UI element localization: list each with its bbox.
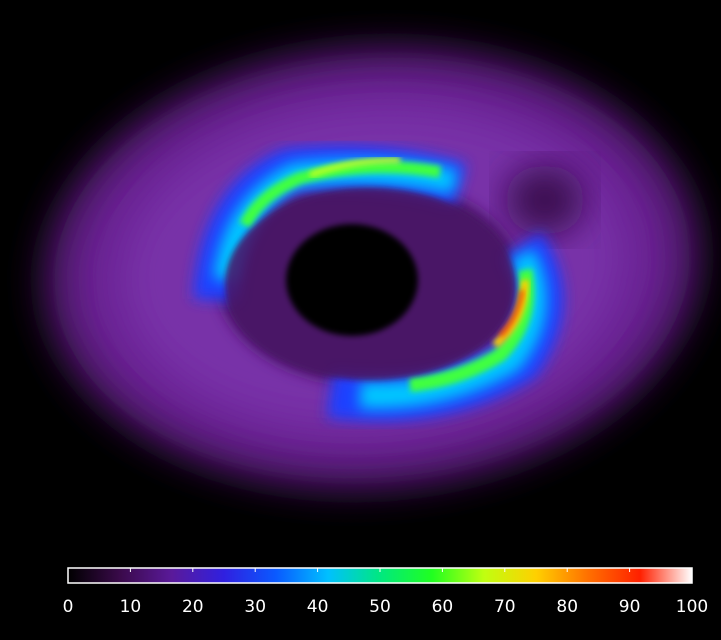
colorbar-tick-label: 80 [556,597,578,617]
colorbar-tick-label: 30 [244,597,266,617]
disk-image [42,45,702,491]
colorbar-tick-label: 90 [619,597,641,617]
colorbar-tick-label: 70 [494,597,516,617]
colorbar-tick-label: 10 [120,597,142,617]
colorbar-tick-label: 0 [63,597,74,617]
colorbar-tick-label: 40 [307,597,329,617]
colorbar-tick-label: 60 [432,597,454,617]
colorbar-tick-label: 100 [676,597,708,617]
colorbar-tick-label: 20 [182,597,204,617]
colorbar-tick-label: 50 [369,597,391,617]
